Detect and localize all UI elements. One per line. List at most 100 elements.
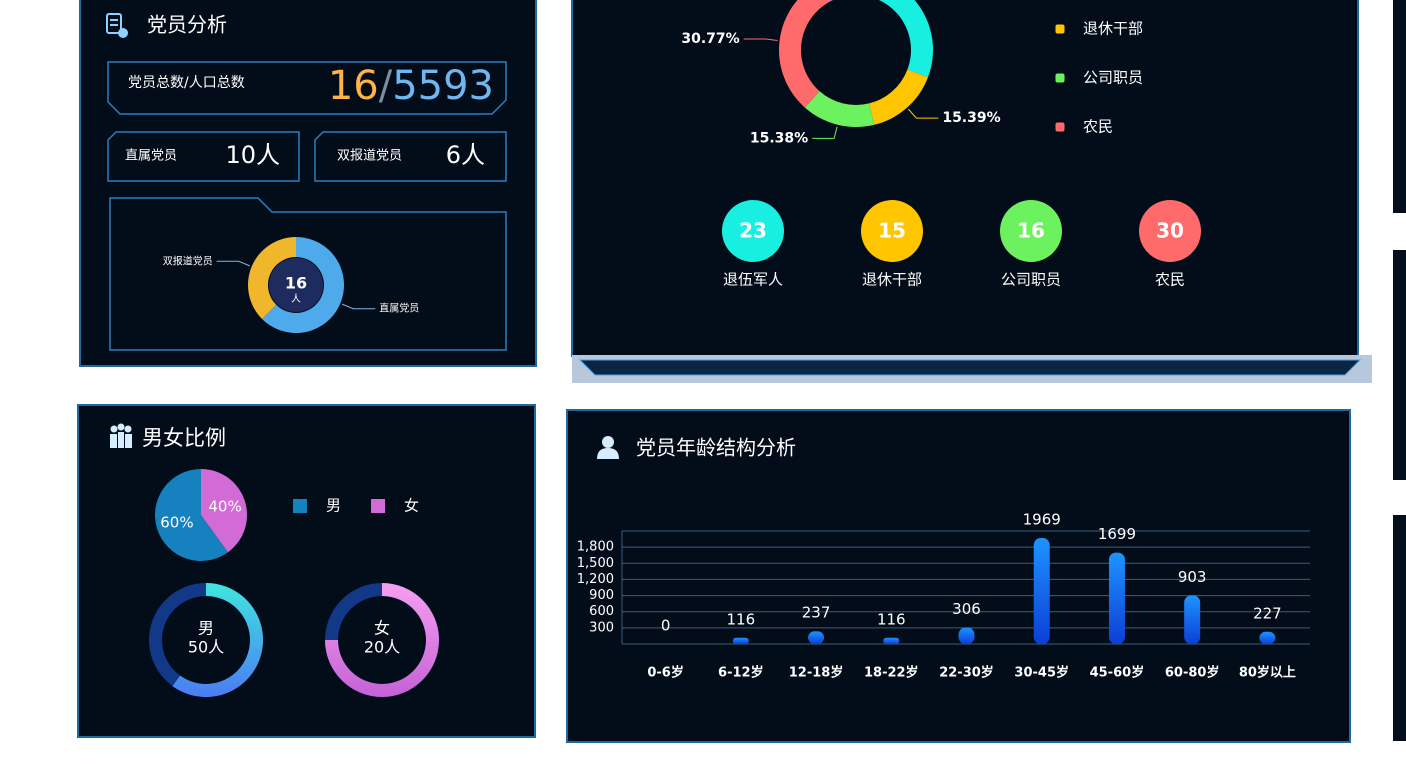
edge-strip (1393, 515, 1406, 741)
slice (201, 469, 247, 553)
gauge-label: 50人 (188, 638, 224, 657)
center-unit: 人 (291, 293, 301, 305)
stat-value: 10人 (225, 141, 280, 169)
center-value: 16 (285, 274, 307, 293)
icon (597, 436, 619, 459)
legend-label: 女 (404, 497, 419, 515)
leader-line (743, 38, 778, 41)
y-tick-label: 900 (589, 588, 614, 603)
slice (779, 0, 831, 108)
leader-line (907, 108, 939, 119)
count-badge (1000, 200, 1062, 262)
slice-label: 15.38% (750, 130, 808, 146)
count-label: 退伍军人 (723, 271, 783, 289)
bar (1033, 538, 1050, 644)
legend-label: 公司职员 (1083, 69, 1143, 87)
icon (110, 423, 132, 448)
x-tick-label: 22-30岁 (939, 665, 994, 681)
stat-box (314, 131, 507, 182)
stat-box (107, 61, 507, 115)
slice (262, 237, 344, 334)
slice (155, 469, 229, 561)
legend-label: 农民 (1083, 118, 1113, 136)
population: 5593 (392, 63, 494, 109)
x-tick-label: 45-60岁 (1090, 665, 1145, 681)
x-tick-label: 18-22岁 (864, 665, 919, 681)
y-tick-label: 300 (589, 620, 614, 635)
edge-strip (1393, 250, 1406, 480)
legend-swatch (293, 499, 307, 513)
slice-label: 双报道党员 (163, 254, 213, 267)
bar (1259, 631, 1276, 644)
bar (732, 637, 749, 644)
bar-value-label: 227 (1253, 604, 1282, 622)
gauge-title: 男 (198, 619, 214, 638)
stat-value: 16/5593 (328, 63, 494, 109)
x-tick-label: 30-45岁 (1014, 665, 1069, 681)
bar-value-label: 0 (661, 617, 671, 635)
gauge-title: 女 (374, 619, 390, 638)
legend-swatch (1055, 73, 1065, 83)
legend-swatch (1055, 24, 1065, 34)
count-value: 30 (1156, 219, 1184, 243)
x-tick-label: 60-80岁 (1165, 665, 1220, 681)
slice-label: 15.39% (942, 110, 1000, 126)
count-badge (722, 200, 784, 262)
bar (808, 631, 825, 644)
slice (869, 69, 928, 125)
bar-value-label: 306 (952, 600, 981, 618)
bar-value-label: 116 (727, 610, 756, 628)
slice (878, 0, 933, 78)
panel-title: 党员年龄结构分析 (636, 436, 796, 460)
bar-value-label: 237 (802, 604, 831, 622)
gauge-arc (172, 583, 263, 697)
legend-swatch (371, 499, 385, 513)
bar-value-label: 1699 (1098, 525, 1136, 543)
bar-value-label: 116 (877, 610, 906, 628)
panel-gender (77, 404, 536, 738)
x-tick-label: 0-6岁 (647, 665, 684, 681)
legend-label: 退休干部 (1083, 20, 1143, 38)
y-tick-label: 1,500 (577, 556, 614, 571)
y-tick-label: 1,200 (577, 572, 614, 587)
y-tick-label: 600 (589, 604, 614, 619)
x-tick-label: 6-12岁 (718, 665, 764, 681)
panel-title: 党员分析 (147, 13, 227, 37)
x-tick-label: 80岁以上 (1239, 665, 1296, 681)
separator: / (379, 63, 393, 109)
count-value: 16 (1017, 219, 1045, 243)
slice (829, 0, 834, 2)
gauge-label: 20人 (364, 638, 400, 657)
panel-base (578, 359, 1362, 376)
x-tick-label: 12-18岁 (789, 665, 844, 681)
slice (247, 237, 296, 319)
panel-title: 男女比例 (142, 426, 226, 450)
slice-label: 40% (208, 498, 241, 516)
bar-value-label: 1969 (1023, 511, 1061, 529)
slice (804, 91, 875, 128)
count-label: 公司职员 (1001, 271, 1061, 289)
edge-strip (1393, 0, 1406, 213)
count-label: 退休干部 (862, 271, 922, 289)
stat-label: 党员总数/人口总数 (128, 75, 245, 91)
bar (958, 627, 975, 644)
bar (883, 637, 900, 644)
icon (106, 13, 128, 38)
stat-value: 6人 (446, 141, 485, 169)
count-badge (1139, 200, 1201, 262)
panel-occupation (571, 0, 1359, 357)
slice-label: 直属党员 (379, 302, 419, 315)
slice-label: 30.77% (681, 31, 739, 47)
leader-line (342, 303, 376, 310)
y-tick-label: 1,800 (577, 540, 614, 555)
legend-swatch (1055, 122, 1065, 132)
leader-line (216, 260, 250, 267)
chart-box (109, 197, 507, 351)
bar (1108, 552, 1125, 644)
panel-age (566, 409, 1351, 743)
count-value: 23 (739, 219, 767, 243)
stat-box (107, 131, 300, 182)
count-value: 15 (878, 219, 906, 243)
